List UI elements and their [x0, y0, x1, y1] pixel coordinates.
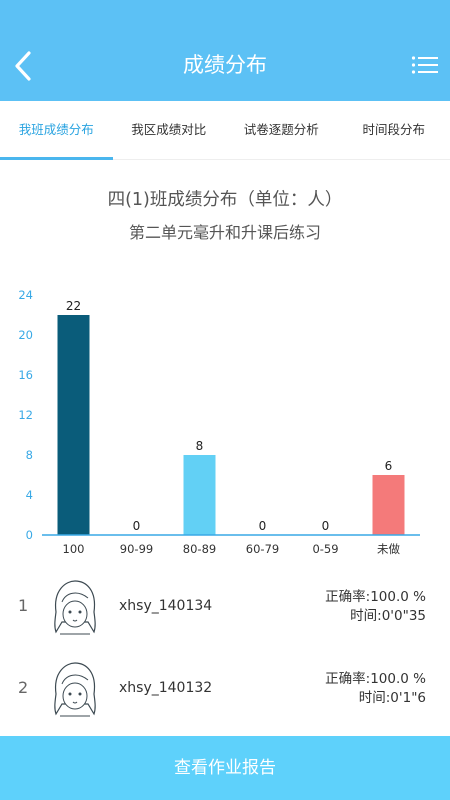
avatar-girl-icon	[54, 580, 96, 635]
chart-subtitle: 第二单元毫升和升课后练习	[128, 223, 321, 242]
app-header: 成绩分布	[0, 0, 450, 101]
data-label: 22	[66, 299, 81, 313]
list-menu-icon	[411, 56, 438, 74]
tab-district-comparison[interactable]: 我区成绩对比	[131, 122, 207, 137]
back-button[interactable]	[8, 46, 38, 86]
list-item[interactable]: 2 xhsy_140132 正确率:100.0 % 时间:0'1"6	[0, 652, 450, 734]
menu-button[interactable]	[410, 50, 440, 80]
tab-time-distribution[interactable]: 时间段分布	[362, 122, 425, 137]
x-tick-label: 60-79	[246, 542, 279, 556]
student-name: xhsy_140134	[119, 598, 213, 614]
y-tick-label: 24	[18, 288, 33, 302]
time-text: 时间:0'0"35	[350, 608, 426, 624]
rank-number: 2	[18, 678, 29, 697]
tab-bar: 我班成绩分布 我区成绩对比 试卷逐题分析 时间段分布	[0, 101, 450, 160]
tab-class-distribution[interactable]: 我班成绩分布	[0, 101, 113, 160]
accuracy-text: 正确率:100.0 %	[325, 671, 426, 687]
x-tick-label: 100	[63, 542, 85, 556]
y-tick-label: 8	[26, 448, 33, 462]
x-tick-label: 80-89	[183, 542, 216, 556]
view-report-button[interactable]: 查看作业报告	[0, 736, 450, 800]
y-tick-label: 20	[18, 328, 33, 342]
y-tick-label: 16	[18, 368, 33, 382]
y-tick-label: 0	[26, 528, 33, 542]
score-distribution-chart: 0 4 8 12 16 20 24 22 100 0 90-99 8 80-89 0 60-79 0 0-59 6…	[18, 288, 420, 556]
x-tick-label: 90-99	[120, 542, 153, 556]
x-tick-label: 0-59	[312, 542, 338, 556]
data-label: 6	[385, 459, 393, 473]
x-tick-label: 未做	[377, 542, 400, 556]
rank-number: 1	[18, 596, 29, 615]
student-stats: 正确率:100.0 % 时间:0'0"35	[325, 588, 426, 626]
data-label: 8	[196, 439, 204, 453]
back-arrow-icon	[15, 51, 31, 81]
data-label: 0	[322, 519, 330, 533]
chart-title: 四(1)班成绩分布（单位：人）	[107, 190, 343, 210]
student-rank-list: 1 xhsy_140134 正确率:100.0 % 时间:0'0"35 2 xh…	[0, 570, 450, 734]
tab-question-analysis[interactable]: 试卷逐题分析	[243, 122, 319, 137]
data-label: 0	[259, 519, 267, 533]
page-title: 成绩分布	[183, 53, 267, 77]
bar	[183, 455, 216, 535]
student-stats: 正确率:100.0 % 时间:0'1"6	[325, 670, 426, 708]
bar	[57, 315, 90, 535]
avatar-girl-icon	[54, 662, 96, 717]
y-tick-label: 4	[26, 488, 33, 502]
student-name: xhsy_140132	[119, 680, 213, 696]
list-item[interactable]: 1 xhsy_140134 正确率:100.0 % 时间:0'0"35	[0, 570, 450, 652]
data-label: 0	[133, 519, 141, 533]
bar	[372, 475, 405, 535]
accuracy-text: 正确率:100.0 %	[325, 589, 426, 605]
y-tick-label: 12	[18, 408, 33, 422]
time-text: 时间:0'1"6	[358, 690, 426, 706]
